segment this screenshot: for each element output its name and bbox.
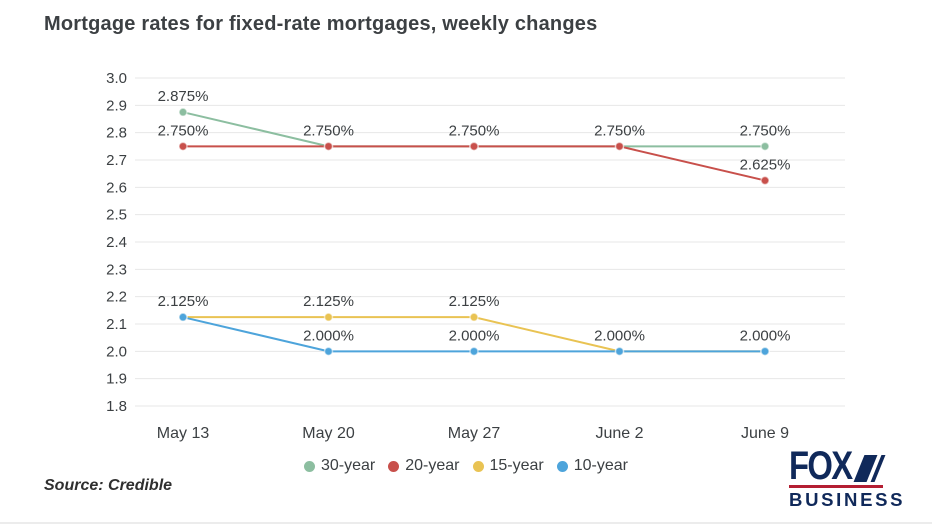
data-point-20-year xyxy=(760,175,770,186)
data-point-15-year xyxy=(323,312,334,322)
data-point-label: 2.000% xyxy=(449,327,500,344)
data-point-label: 2.125% xyxy=(303,293,354,310)
data-point-label: 2.875% xyxy=(158,88,209,105)
x-axis-tick-label: June 2 xyxy=(595,425,643,442)
data-point-label: 2.125% xyxy=(158,293,209,310)
y-axis-tick-label: 3.0 xyxy=(106,70,127,87)
y-axis-tick-label: 1.8 xyxy=(106,398,127,415)
data-point-label: 2.625% xyxy=(740,157,791,174)
legend-dot-15-year xyxy=(472,460,484,472)
y-axis-tick-label: 1.9 xyxy=(106,371,127,388)
legend-dot-10-year xyxy=(556,460,568,472)
fox-business-logo: FOX BUSINESS xyxy=(789,444,931,511)
x-axis-tick-label: May 27 xyxy=(448,425,501,442)
data-point-20-year xyxy=(614,141,625,152)
legend-dot-30-year xyxy=(304,460,315,472)
y-axis-tick-label: 2.2 xyxy=(106,289,127,306)
legend-dot-20-year xyxy=(388,460,400,472)
legend-item-20-year: 20-year xyxy=(388,457,460,475)
data-point-10-year xyxy=(178,312,188,322)
legend-item-15-year: 15-year xyxy=(472,457,544,475)
data-point-label: 2.750% xyxy=(594,122,645,139)
legend: 30-year 20-year 15-year 10-year xyxy=(0,457,932,475)
data-point-15-year xyxy=(469,312,479,322)
data-point-20-year xyxy=(469,141,479,152)
data-point-label: 2.750% xyxy=(449,122,500,139)
data-point-10-year xyxy=(469,346,479,357)
y-axis-tick-label: 2.6 xyxy=(106,179,127,196)
fox-logo-business-text: BUSINESS xyxy=(789,490,906,510)
legend-label: 20-year xyxy=(405,457,460,474)
data-point-label: 2.000% xyxy=(740,327,791,344)
y-axis-tick-label: 2.7 xyxy=(106,152,127,169)
data-point-30-year xyxy=(760,141,770,152)
y-axis-tick-label: 2.9 xyxy=(106,97,127,114)
source-attribution: Source: Credible xyxy=(44,477,173,494)
x-axis-tick-label: May 20 xyxy=(302,425,355,442)
data-point-10-year xyxy=(614,346,625,357)
legend-item-30-year: 30-year xyxy=(304,457,375,475)
legend-label: 30-year xyxy=(321,457,376,474)
chart-title: Mortgage rates for fixed-rate mortgages,… xyxy=(44,13,598,35)
data-point-label: 2.750% xyxy=(158,122,209,139)
y-axis-tick-label: 2.3 xyxy=(106,261,127,278)
y-axis-tick-label: 2.4 xyxy=(106,234,127,251)
fox-logo-top-row: FOX xyxy=(789,444,931,488)
y-axis-tick-label: 2.5 xyxy=(106,207,127,224)
data-point-30-year xyxy=(178,107,188,117)
data-point-label: 2.000% xyxy=(594,327,645,344)
x-axis-tick-label: May 13 xyxy=(157,425,210,442)
legend-label: 10-year xyxy=(573,457,628,474)
x-axis-tick-label: June 9 xyxy=(741,425,789,442)
data-point-20-year xyxy=(178,141,188,152)
data-point-label: 2.750% xyxy=(740,122,791,139)
legend-item-10-year: 10-year xyxy=(556,457,628,475)
data-point-20-year xyxy=(323,141,334,152)
bottom-divider xyxy=(0,522,932,524)
data-point-label: 2.000% xyxy=(303,327,354,344)
fox-logo-text: FOX xyxy=(789,444,853,488)
y-axis-tick-label: 2.8 xyxy=(106,125,127,142)
data-point-10-year xyxy=(760,346,770,357)
data-point-10-year xyxy=(323,346,334,357)
y-axis-tick-label: 2.1 xyxy=(106,316,127,333)
fox-logo-red-stripe xyxy=(789,485,883,488)
legend-label: 15-year xyxy=(489,457,544,474)
y-axis-tick-label: 2.0 xyxy=(106,343,127,360)
line-chart: 3.0 2.9 2.8 2.7 2.6 2.5 2.4 2.3 2.2 2.1 2.0 1.9 1.8 M… xyxy=(106,70,845,442)
data-point-label: 2.750% xyxy=(303,122,354,139)
series-line-20-year xyxy=(183,145,766,182)
data-point-label: 2.125% xyxy=(449,293,500,310)
